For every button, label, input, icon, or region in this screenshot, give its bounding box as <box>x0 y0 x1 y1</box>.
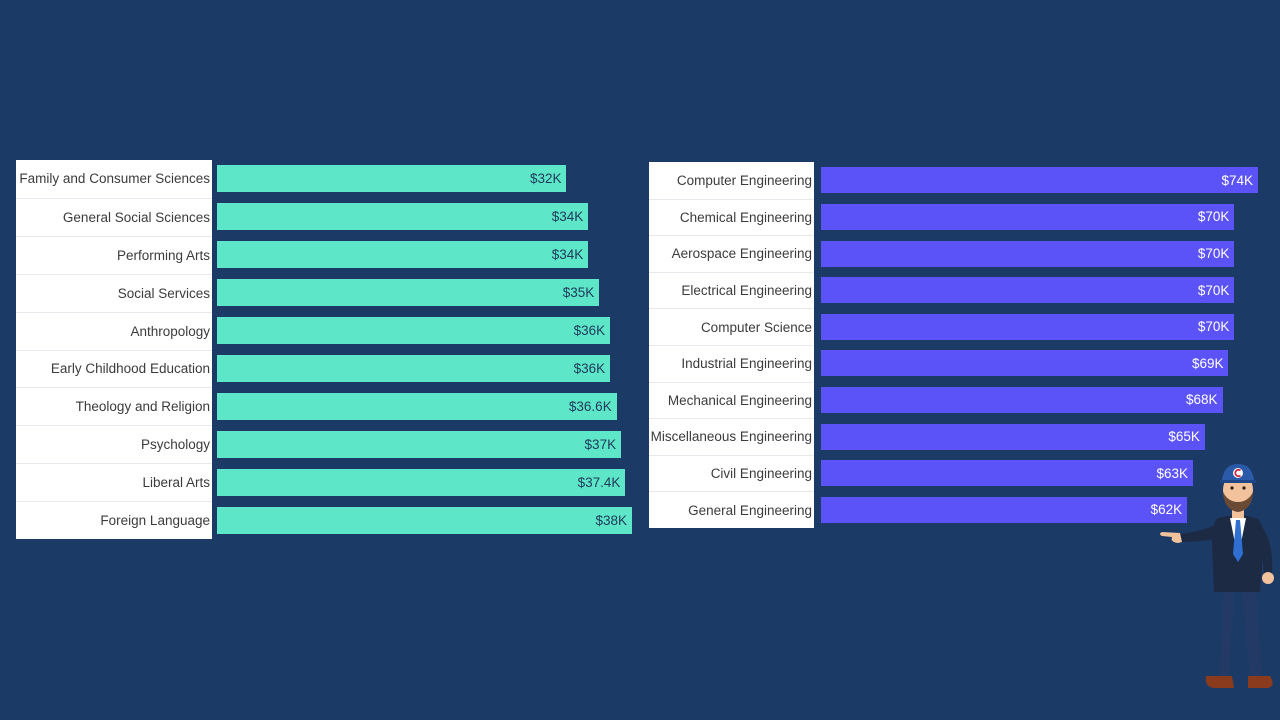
bar: $34K <box>217 203 589 231</box>
bar: $36.6K <box>217 392 617 420</box>
bar-value-label: $63K <box>1156 465 1189 481</box>
category-label: General Social Sciences <box>16 197 212 236</box>
category-label: Liberal Arts <box>16 463 212 501</box>
bar-value-label: $36.6K <box>568 398 612 414</box>
category-label: Miscellaneous Engineering <box>649 418 814 455</box>
bar: $65K <box>821 423 1205 450</box>
bar-value-label: $34K <box>551 209 584 225</box>
category-label: Theology and Religion <box>16 387 212 425</box>
bar-value-label: $36K <box>573 323 606 339</box>
bar: $70K <box>821 313 1235 340</box>
bar: $36K <box>217 354 611 382</box>
bar: $34K <box>217 241 589 269</box>
bar-value-label: $38K <box>595 512 627 528</box>
bar-value-label: $74K <box>1221 172 1253 188</box>
bar: $36K <box>217 317 611 345</box>
category-label: Computer Engineering <box>676 172 812 188</box>
high-salary-majors-chart: Computer Engineering Chemical Engineering… <box>649 162 1268 528</box>
category-label: Industrial Engineering <box>649 345 814 382</box>
bar-value-label: $62K <box>1150 502 1183 518</box>
bar-value-label: $36K <box>573 360 606 376</box>
bar: $70K <box>821 203 1235 230</box>
right-category-label-panel: Computer Engineering Chemical Engineering… <box>649 162 814 528</box>
bar: $37K <box>217 430 622 458</box>
category-label: Civil Engineering <box>649 454 814 492</box>
bar-value-label: $37K <box>584 436 617 452</box>
category-label: Aerospace Engineering <box>649 235 814 272</box>
bar-value-label: $35K <box>562 285 595 301</box>
bar-value-label: $65K <box>1168 429 1200 444</box>
category-label: Social Services <box>16 273 212 312</box>
bar: $38K <box>217 506 632 534</box>
bar-value-label: $34K <box>551 247 584 263</box>
bar: $35K <box>217 279 600 307</box>
category-label: Anthropology <box>16 311 212 350</box>
bar-value-label: $68K <box>1186 392 1218 408</box>
bar-value-label: $32K <box>529 171 562 187</box>
bar: $69K <box>821 350 1229 377</box>
bar-value-label: $37.4K <box>577 474 621 490</box>
category-label: Early Childhood Education <box>16 349 212 388</box>
category-label: Mechanical Engineering <box>649 381 814 419</box>
category-label: Performing Arts <box>16 235 212 274</box>
bar-value-label: $70K <box>1197 319 1230 335</box>
bar: $70K <box>821 240 1235 267</box>
bar-value-label: $69K <box>1191 355 1224 371</box>
category-label: Chemical Engineering <box>649 198 814 236</box>
bar: $63K <box>821 460 1194 487</box>
bar: $68K <box>821 386 1223 413</box>
low-salary-majors-chart: Family and Consumer Sciences General Soci… <box>16 160 642 539</box>
presenter-cartoon-icon <box>1160 464 1274 688</box>
category-label: Computer Science <box>649 308 814 345</box>
left-category-label-panel: Family and Consumer Sciences General Soci… <box>16 160 212 539</box>
bar: $70K <box>821 277 1235 304</box>
bar: $74K <box>821 167 1258 194</box>
category-label: Family and Consumer Sciences <box>19 171 210 187</box>
bar-value-label: $70K <box>1197 282 1230 298</box>
bar-value-label: $70K <box>1197 209 1230 225</box>
category-label: Foreign Language <box>16 501 212 539</box>
category-label: General Engineering <box>649 491 814 528</box>
bar: $32K <box>217 165 567 193</box>
category-label: Electrical Engineering <box>649 271 814 309</box>
bar-value-label: $70K <box>1197 246 1230 261</box>
bar: $37.4K <box>217 468 626 496</box>
bar: $62K <box>821 496 1188 523</box>
category-label: Psychology <box>16 425 212 463</box>
